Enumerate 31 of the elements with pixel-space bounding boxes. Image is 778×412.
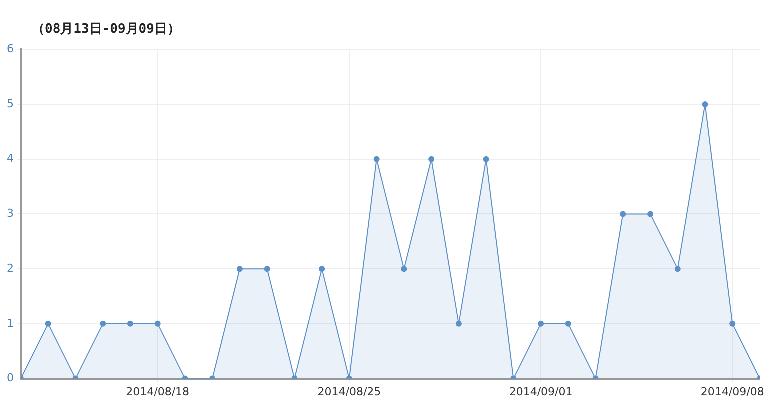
point: [374, 156, 380, 162]
point: [538, 320, 544, 327]
point: [456, 320, 462, 327]
point: [264, 266, 270, 272]
y-tick-label: 3: [7, 207, 14, 220]
y-tick-label: 6: [7, 42, 14, 56]
y-tick-label: 0: [7, 372, 14, 385]
point: [730, 320, 736, 327]
y-tick-label: 5: [7, 97, 14, 110]
x-tick-label: 2014/09/01: [509, 385, 573, 398]
point: [428, 156, 435, 162]
point: [100, 320, 106, 327]
x-tick-label: 2014/08/18: [126, 385, 190, 398]
y-tick-label: 1: [7, 316, 14, 330]
point: [648, 211, 654, 218]
x-tick-label: 2014/09/08: [700, 385, 764, 398]
chart-title: （08月13日-09月09日）: [32, 21, 180, 38]
point: [565, 320, 572, 327]
y-tick-label: 2: [7, 262, 14, 275]
point: [127, 320, 134, 327]
point: [236, 266, 243, 272]
point: [483, 156, 490, 162]
point: [620, 211, 626, 218]
point: [319, 266, 326, 272]
point: [401, 266, 408, 272]
point: [154, 320, 161, 327]
point: [45, 320, 52, 327]
point: [674, 266, 681, 272]
y-tick-label: 4: [7, 152, 14, 166]
point: [702, 101, 708, 108]
x-tick-label: 2014/08/25: [318, 385, 382, 398]
